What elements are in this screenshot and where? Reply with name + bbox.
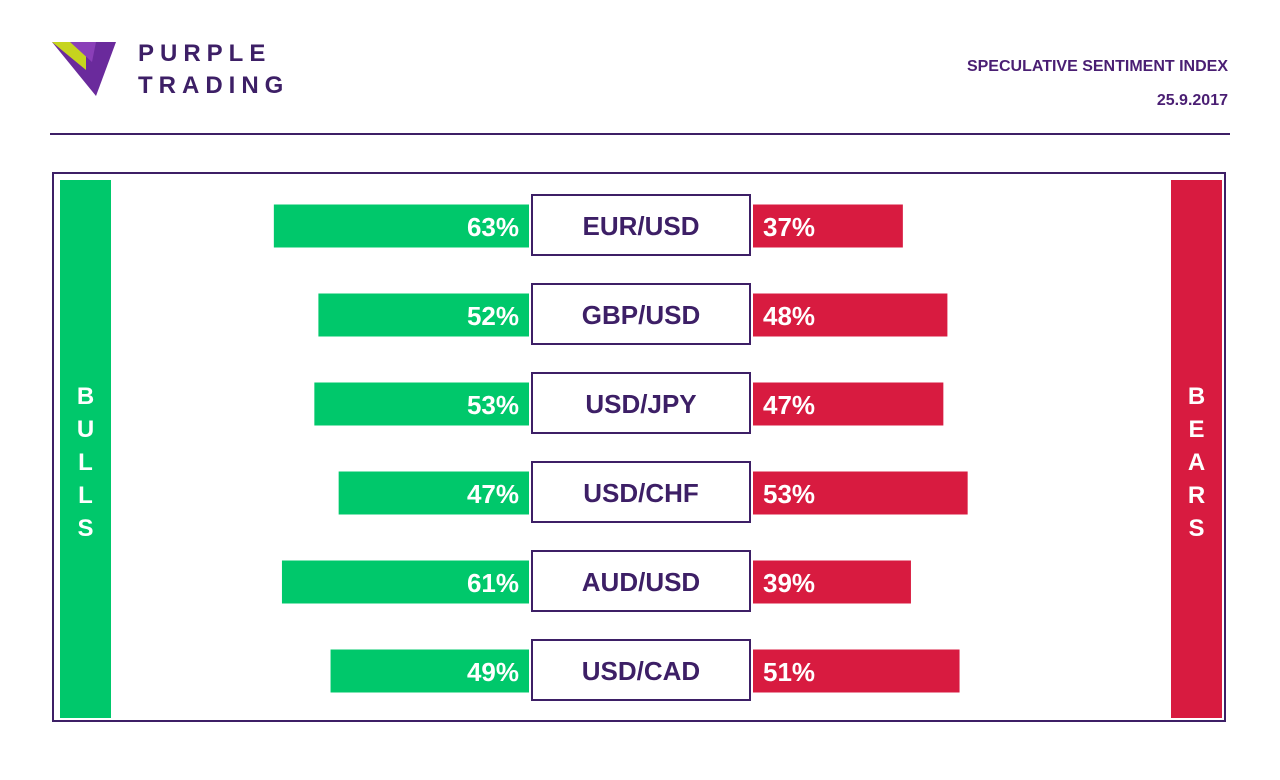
- currency-pair-label: GBP/USD: [582, 300, 700, 330]
- bear-value-label: 48%: [763, 301, 815, 331]
- bull-bar: [318, 293, 529, 337]
- report-date: 25.9.2017: [1156, 92, 1228, 109]
- bull-value-label: 61%: [467, 568, 519, 598]
- side-letter: A: [1187, 449, 1206, 476]
- bull-bar: [330, 649, 529, 693]
- bull-value-label: 49%: [467, 657, 519, 687]
- bear-bar: [753, 293, 948, 337]
- side-letter: S: [1188, 515, 1205, 542]
- brand-logo: PURPLE TRADING: [52, 40, 312, 100]
- side-letter: U: [76, 416, 95, 443]
- bull-bar: [314, 382, 529, 426]
- bear-value-label: 51%: [763, 657, 815, 687]
- side-letter: L: [78, 482, 93, 509]
- currency-pair-label: USD/CHF: [583, 478, 699, 508]
- side-letter: S: [77, 515, 94, 542]
- header-divider: [50, 133, 1230, 135]
- bear-value-label: 47%: [763, 390, 815, 420]
- pair-box: [531, 194, 751, 256]
- brand-name-line-1: PURPLE: [138, 40, 272, 67]
- currency-pair-label: USD/JPY: [585, 389, 696, 419]
- bull-value-label: 47%: [467, 479, 519, 509]
- bear-value-label: 53%: [763, 479, 815, 509]
- bear-value-label: 37%: [763, 212, 815, 242]
- bear-bar: [753, 382, 944, 426]
- side-letter: B: [1187, 383, 1206, 410]
- pair-box: [531, 283, 751, 345]
- bull-value-label: 63%: [467, 212, 519, 242]
- chart-frame: [52, 172, 1226, 722]
- purple-triangle-logo-icon: [52, 42, 116, 96]
- bear-value-label: 39%: [763, 568, 815, 598]
- bear-bar: [753, 471, 968, 515]
- currency-pair-label: USD/CAD: [582, 656, 700, 686]
- pair-box: [531, 639, 751, 701]
- side-letter: B: [76, 383, 95, 410]
- bull-value-label: 52%: [467, 301, 519, 331]
- brand-name-line-2: TRADING: [138, 72, 290, 99]
- bear-bar: [753, 649, 960, 693]
- pair-box: [531, 461, 751, 523]
- side-letter: R: [1187, 482, 1206, 509]
- bear-bar: [753, 560, 911, 604]
- page-title: SPECULATIVE SENTIMENT INDEX: [966, 58, 1228, 75]
- pair-box: [531, 372, 751, 434]
- currency-pair-label: EUR/USD: [582, 211, 699, 241]
- currency-pair-label: AUD/USD: [582, 567, 700, 597]
- side-letter: E: [1188, 416, 1205, 443]
- bull-bar: [338, 471, 529, 515]
- pair-box: [531, 550, 751, 612]
- bull-bar: [281, 560, 529, 604]
- side-letter: L: [78, 449, 93, 476]
- bull-bar: [273, 204, 529, 248]
- bull-value-label: 53%: [467, 390, 519, 420]
- bear-bar: [753, 204, 903, 248]
